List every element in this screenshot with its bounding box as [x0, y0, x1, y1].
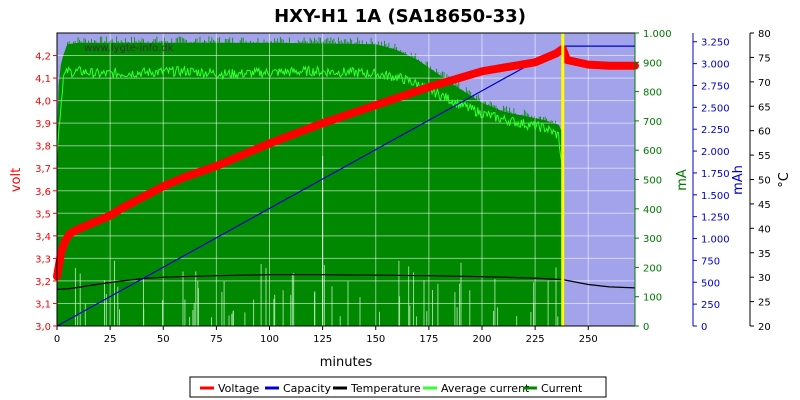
y-tick-label-mah: 250 — [701, 300, 720, 311]
y-tick-label-mah: 1.000 — [701, 235, 730, 246]
y-tick-label-temp: 65 — [758, 102, 771, 113]
y-axis-label-mah: mAh — [731, 165, 746, 195]
y-tick-label-ma: 100 — [643, 293, 662, 304]
y-tick-label-volt: 4,0 — [35, 97, 51, 108]
y-axis-label-volt: volt — [9, 168, 24, 192]
y-tick-label-volt: 4,1 — [35, 74, 51, 85]
y-tick-label-ma: 200 — [643, 263, 662, 274]
y-tick-label-temp: 70 — [758, 78, 771, 89]
x-axis-label: minutes — [320, 355, 373, 370]
y-axis-label-temp: °C — [777, 172, 792, 188]
y-tick-label-temp: 75 — [758, 53, 771, 64]
y-tick-label-ma: 400 — [643, 205, 662, 216]
y-tick-label-mah: 2.750 — [701, 81, 730, 92]
y-tick-label-volt: 3,0 — [35, 322, 51, 333]
x-tick-label: 225 — [526, 334, 545, 345]
y-tick-label-mah: 1.750 — [701, 169, 730, 180]
y-axis-label-ma: mA — [675, 169, 690, 191]
y-tick-label-ma: 700 — [643, 117, 662, 128]
y-tick-label-ma: 600 — [643, 146, 662, 157]
y-tick-label-temp: 25 — [758, 298, 771, 309]
series-voltage-tail — [562, 48, 635, 67]
y-tick-label-volt: 3,6 — [35, 187, 51, 198]
y-tick-label-temp: 35 — [758, 249, 771, 260]
y-tick-label-volt: 3,5 — [35, 209, 51, 220]
y-tick-label-temp: 30 — [758, 273, 771, 284]
y-tick-label-volt: 3,3 — [35, 254, 51, 265]
y-tick-label-mah: 2.250 — [701, 125, 730, 136]
y-tick-label-temp: 80 — [758, 29, 771, 40]
axes: 0 25 50 75 100 125 150 175 200 225 2503,03,13,23,3… — [35, 29, 771, 345]
y-tick-label-volt: 3,7 — [35, 164, 51, 175]
y-tick-label-volt: 3,4 — [35, 232, 51, 243]
series-group — [53, 33, 639, 327]
x-tick-label: 25 — [104, 334, 117, 345]
x-tick-label: 100 — [260, 334, 279, 345]
y-tick-label-volt: 3,2 — [35, 277, 51, 288]
y-tick-label-mah: 3.000 — [701, 60, 730, 71]
legend-box — [189, 376, 607, 398]
x-tick-label: 175 — [419, 334, 438, 345]
y-tick-label-volt: 4,2 — [35, 52, 51, 63]
x-tick-label: 200 — [472, 334, 491, 345]
y-tick-label-ma: 900 — [643, 58, 662, 69]
y-tick-label-ma: 500 — [643, 176, 662, 187]
watermark: www.lygte-info.dk — [84, 43, 174, 54]
y-tick-label-temp: 40 — [758, 224, 771, 235]
x-tick-label: 50 — [157, 334, 170, 345]
y-tick-label-temp: 45 — [758, 200, 771, 211]
y-tick-label-ma: 1.000 — [643, 29, 672, 40]
y-tick-label-volt: 3,9 — [35, 119, 51, 130]
y-tick-label-mah: 2.000 — [701, 147, 730, 158]
x-tick-label: 0 — [54, 334, 60, 345]
y-tick-label-mah: 1.500 — [701, 191, 730, 202]
series-average-current — [56, 65, 564, 176]
y-tick-label-mah: 1.250 — [701, 213, 730, 224]
y-tick-label-mah: 0 — [701, 322, 707, 333]
x-tick-label: 150 — [366, 334, 385, 345]
y-tick-label-temp: 55 — [758, 151, 771, 162]
y-tick-label-mah: 3.250 — [701, 38, 730, 49]
x-tick-label: 125 — [313, 334, 332, 345]
legend: Voltage Capacity Temperature Average curren… — [189, 376, 607, 398]
legend-label: Current — [541, 382, 583, 395]
y-tick-label-ma: 300 — [643, 234, 662, 245]
y-tick-label-ma: 0 — [643, 322, 649, 333]
legend-label: Temperature — [350, 382, 421, 395]
y-tick-label-volt: 3,8 — [35, 142, 51, 153]
x-tick-label: 75 — [210, 334, 223, 345]
current-noise-texture — [67, 36, 559, 127]
y-tick-label-temp: 20 — [758, 322, 771, 333]
legend-label: Voltage — [218, 382, 259, 395]
y-tick-label-mah: 750 — [701, 256, 720, 267]
legend-label: Capacity — [283, 382, 332, 395]
chart-title: HXY-H1 1A (SA18650-33) — [274, 6, 526, 27]
x-tick-label: 250 — [579, 334, 598, 345]
legend-label: Average current — [441, 382, 530, 395]
y-tick-label-ma: 800 — [643, 88, 662, 99]
y-tick-label-mah: 500 — [701, 278, 720, 289]
y-tick-label-volt: 3,1 — [35, 299, 51, 310]
y-tick-label-temp: 60 — [758, 127, 771, 138]
series-temperature — [56, 274, 636, 290]
y-tick-label-temp: 50 — [758, 176, 771, 187]
y-tick-label-mah: 2.500 — [701, 103, 730, 114]
